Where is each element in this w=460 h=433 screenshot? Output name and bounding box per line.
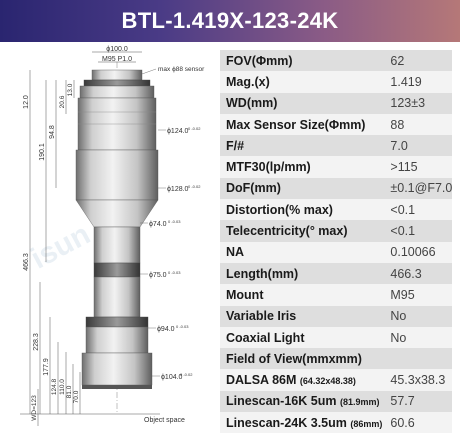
product-title: BTL-1.419X-123-24K xyxy=(121,8,339,33)
spec-key: Linescan-16K 5um (81.9mm) xyxy=(220,390,383,413)
main-barrel xyxy=(75,149,159,201)
spec-value: 45.3x38.3 xyxy=(382,369,453,391)
neck-tube xyxy=(93,226,141,264)
spec-value: <0.1 xyxy=(382,220,453,242)
mount-ring xyxy=(91,69,143,81)
spec-key: Telecentricity(° max) xyxy=(220,220,383,242)
svg-text:124.8: 124.8 xyxy=(51,378,58,395)
spec-value: 60.6 xyxy=(382,412,453,433)
spec-row: Telecentricity(° max) <0.1 xyxy=(220,220,453,242)
spec-value: 62 xyxy=(382,50,453,72)
svg-text:13.0: 13.0 xyxy=(67,83,74,96)
spec-value: >115 xyxy=(382,156,453,178)
lens-drawing: ϕ100.0 M95 P1.0 max ϕ88 sensor ϕ124.0 0 … xyxy=(20,46,205,426)
svg-text:177.9: 177.9 xyxy=(43,358,50,376)
spec-key: Length(mm) xyxy=(220,262,383,285)
spec-key: NA xyxy=(220,241,383,263)
spec-row: Mag.(x) 1.419 xyxy=(220,71,453,93)
svg-text:190.1: 190.1 xyxy=(39,143,46,161)
spec-key: Variable Iris xyxy=(220,305,383,327)
dim-total-length: 466.3 xyxy=(23,253,30,271)
spec-row: Linescan-16K 5um (81.9mm) 57.7 xyxy=(220,390,453,413)
spec-row: NA 0.10066 xyxy=(220,241,453,263)
svg-text:0 -0.02: 0 -0.02 xyxy=(188,184,201,189)
svg-text:94.8: 94.8 xyxy=(49,125,56,139)
svg-text:228.3: 228.3 xyxy=(33,333,40,351)
spec-row: FOV(Φmm) 62 xyxy=(220,50,453,72)
svg-text:0 -0.03: 0 -0.03 xyxy=(176,324,189,329)
spec-value: <0.1 xyxy=(382,199,453,221)
spec-row: Mount M95 xyxy=(220,284,453,306)
spec-key: DALSA 86M (64.32x48.38) xyxy=(220,369,383,391)
wd-label: WD=123 xyxy=(31,395,38,421)
spec-row: F/# 7.0 xyxy=(220,135,453,157)
spec-key: FOV(Φmm) xyxy=(220,50,383,72)
spec-row: DoF(mm) ±0.1@F7.0 xyxy=(220,177,453,200)
lower-barrel xyxy=(85,326,149,354)
dim-dia-124: ϕ124.0 xyxy=(167,128,189,135)
spec-row: Variable Iris No xyxy=(220,305,453,327)
dim-dia-74: ϕ74.0 xyxy=(149,221,167,228)
spec-key: WD(mm) xyxy=(220,92,383,114)
svg-text:20.6: 20.6 xyxy=(59,95,66,108)
spec-key: Mount xyxy=(220,284,383,306)
spec-row: Max Sensor Size(Φmm) 88 xyxy=(220,113,453,136)
front-barrel xyxy=(81,352,153,386)
spec-row: Field of View(mmxmm) xyxy=(220,348,453,370)
spec-row: WD(mm) 123±3 xyxy=(220,92,453,114)
spec-value: 123±3 xyxy=(382,92,453,114)
svg-text:12.0: 12.0 xyxy=(23,95,30,109)
spec-row: Length(mm) 466.3 xyxy=(220,262,453,285)
spec-key: DoF(mm) xyxy=(220,177,383,200)
dim-dia-75: ϕ75.0 xyxy=(149,272,167,279)
svg-text:110.0: 110.0 xyxy=(59,379,66,395)
title-banner: BTL-1.419X-123-24K xyxy=(0,0,460,42)
spec-value: ±0.1@F7.0 xyxy=(382,177,453,200)
spec-value: No xyxy=(382,326,453,349)
dim-thread: M95 P1.0 xyxy=(102,56,132,63)
spec-value: 57.7 xyxy=(382,390,453,413)
svg-text:70.0: 70.0 xyxy=(73,390,80,403)
spec-row: Coaxial Light No xyxy=(220,326,453,349)
svg-text:81.0: 81.0 xyxy=(66,385,73,398)
spec-value: No xyxy=(382,305,453,327)
svg-text:0 -0.02: 0 -0.02 xyxy=(188,126,201,131)
spec-key: Linescan-24K 3.5um (86mm) xyxy=(220,412,383,433)
spec-key: Coaxial Light xyxy=(220,326,383,349)
object-space-label: Object space xyxy=(144,417,185,424)
spec-key: Max Sensor Size(Φmm) xyxy=(220,113,383,136)
dim-dia-104: ϕ104.0 xyxy=(161,374,183,381)
spec-key: Distortion(% max) xyxy=(220,199,383,221)
spec-row: Linescan-24K 3.5um (86mm) 60.6 xyxy=(220,412,453,433)
spec-value: 466.3 xyxy=(382,262,453,285)
svg-text:0 -0.03: 0 -0.03 xyxy=(168,219,181,224)
spec-row: Distortion(% max) <0.1 xyxy=(220,199,453,221)
svg-text:0 -0.02: 0 -0.02 xyxy=(180,372,193,377)
spec-value: 1.419 xyxy=(382,71,453,93)
sensor-note: max ϕ88 sensor xyxy=(158,66,205,73)
spec-key: Mag.(x) xyxy=(220,71,383,93)
spec-row: DALSA 86M (64.32x48.38) 45.3x38.3 xyxy=(220,369,453,391)
spec-value xyxy=(382,348,453,370)
dim-dia-128: ϕ128.0 xyxy=(167,186,189,193)
spec-value: M95 xyxy=(382,284,453,306)
spec-key: Field of View(mmxmm) xyxy=(220,348,383,370)
spec-key: MTF30(lp/mm) xyxy=(220,156,383,178)
spec-key: F/# xyxy=(220,135,383,157)
spec-table: FOV(Φmm) 62 Mag.(x) 1.419 WD(mm) 123±3 Max Sen… xyxy=(220,50,453,433)
svg-text:0 -0.03: 0 -0.03 xyxy=(168,270,181,275)
dim-dia-94: ϕ94.0 xyxy=(157,326,175,333)
spec-value: 7.0 xyxy=(382,135,453,157)
spec-value: 88 xyxy=(382,113,453,136)
spec-row: MTF30(lp/mm) >115 xyxy=(220,156,453,178)
dim-top-diameter: ϕ100.0 xyxy=(106,46,128,53)
spec-value: 0.10066 xyxy=(382,241,453,263)
